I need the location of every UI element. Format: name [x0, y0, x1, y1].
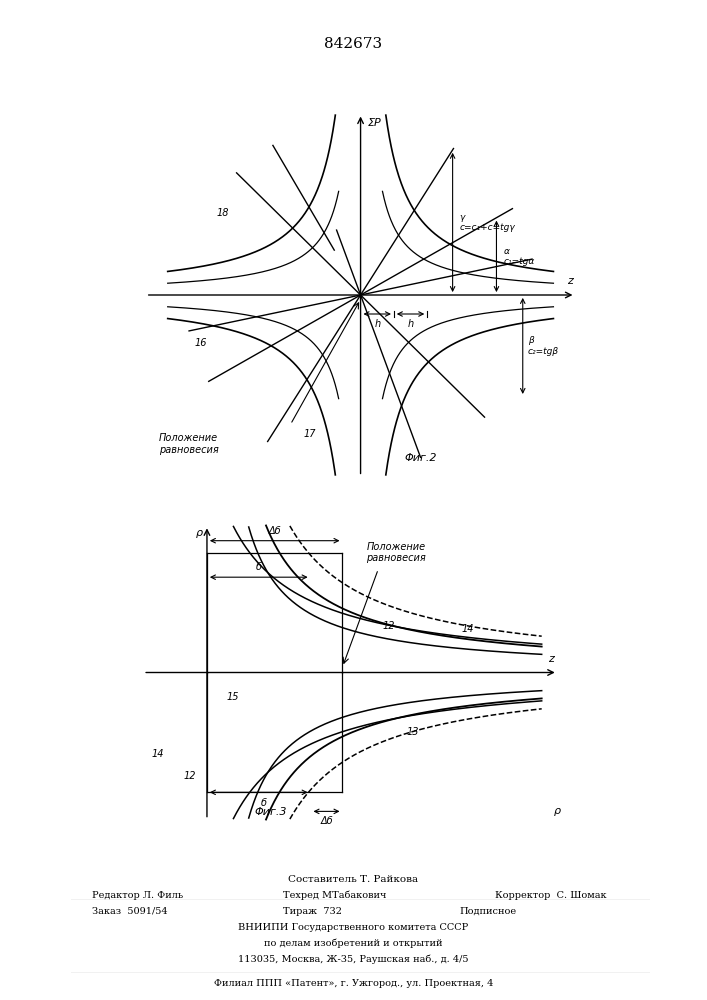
Text: Φиг.3: Φиг.3 [255, 807, 287, 817]
Text: ρ: ρ [196, 528, 203, 538]
Text: по делам изобретений и открытий: по делам изобретений и открытий [264, 939, 443, 948]
Text: Заказ  5091/54: Заказ 5091/54 [92, 907, 168, 916]
Text: 14: 14 [462, 624, 474, 634]
Text: z: z [567, 276, 573, 286]
Text: 12: 12 [382, 621, 395, 631]
Text: ρ: ρ [554, 806, 561, 816]
Text: Редактор Л. Филь: Редактор Л. Филь [92, 891, 183, 900]
Text: 17: 17 [303, 429, 316, 439]
Text: Корректор  С. Шомак: Корректор С. Шомак [495, 891, 607, 900]
Text: 12: 12 [183, 771, 196, 781]
Text: 15: 15 [227, 692, 240, 702]
Text: 13: 13 [407, 727, 419, 737]
Text: Положение
равновесия: Положение равновесия [366, 542, 426, 563]
Text: 842673: 842673 [325, 37, 382, 51]
Text: z: z [548, 654, 554, 664]
Text: Филиал ППП «Патент», г. Ужгород., ул. Проектная, 4: Филиал ППП «Патент», г. Ужгород., ул. Пр… [214, 979, 493, 988]
Text: Тираж  732: Тираж 732 [283, 907, 341, 916]
Text: Техред МТабакович: Техред МТабакович [283, 891, 386, 900]
Text: Положение
равновесия: Положение равновесия [159, 433, 218, 455]
Text: h: h [407, 319, 414, 329]
Text: Φиг.2: Φиг.2 [404, 453, 437, 463]
Text: Составитель Т. Райкова: Составитель Т. Райкова [288, 875, 419, 884]
Text: 14: 14 [151, 749, 163, 759]
Text: Подписное: Подписное [460, 907, 517, 916]
Text: ВНИИПИ Государственного комитета СССР: ВНИИПИ Государственного комитета СССР [238, 923, 469, 932]
Text: α
c₁=tgα: α c₁=tgα [503, 247, 534, 266]
Text: Δб: Δб [269, 526, 281, 536]
Text: h: h [374, 319, 380, 329]
Text: β
c₂=tgβ: β c₂=tgβ [528, 336, 559, 356]
Text: 16: 16 [194, 338, 207, 348]
Text: 18: 18 [216, 208, 229, 218]
Text: б: б [261, 798, 267, 808]
Text: б: б [256, 562, 262, 572]
Text: ΣP: ΣP [368, 118, 381, 128]
Text: 113035, Москва, Ж-35, Раушская наб., д. 4/5: 113035, Москва, Ж-35, Раушская наб., д. … [238, 955, 469, 964]
Text: γ
c=c₁+c=tgγ: γ c=c₁+c=tgγ [460, 213, 515, 232]
Text: Δб: Δб [320, 816, 333, 826]
